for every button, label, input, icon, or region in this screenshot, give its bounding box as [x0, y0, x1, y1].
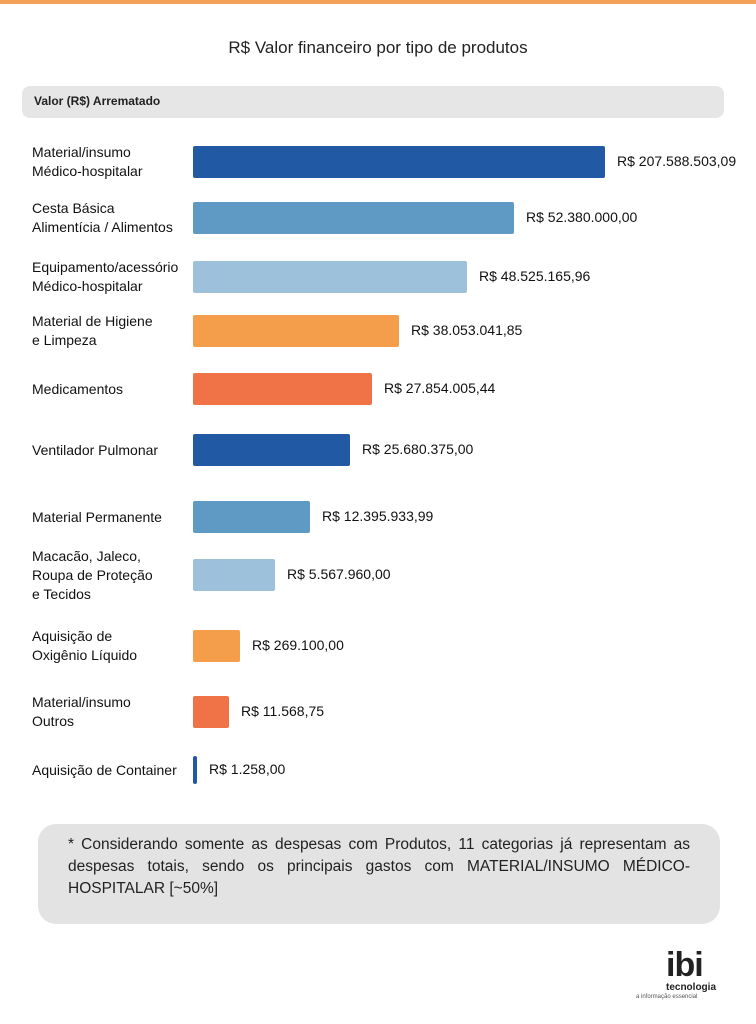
bar [193, 146, 605, 178]
bar [193, 434, 350, 466]
bar-value-label: R$ 11.568,75 [241, 703, 325, 719]
axis-header-label: Valor (R$) Arrematado [34, 94, 161, 108]
chart-title: R$ Valor financeiro por tipo de produtos [228, 38, 528, 57]
bar [193, 373, 372, 405]
category-label: Material/insumo Médico-hospitalar [32, 144, 143, 179]
bar-value-label: R$ 12.395.933,99 [322, 508, 434, 524]
category-label: Cesta Básica Alimentícia / Alimentos [32, 200, 173, 235]
bar-value-label: R$ 1.258,00 [209, 761, 286, 777]
logo-tagline: a informação essencial [636, 994, 698, 1000]
footnote-box: * Considerando somente as despesas com P… [38, 824, 720, 924]
axis-header-bar: Valor (R$) Arrematado [22, 86, 724, 118]
bar-value-label: R$ 25.680.375,00 [362, 441, 474, 457]
category-label: Equipamento/acessório Médico-hospitalar [32, 259, 179, 294]
bar [193, 315, 399, 347]
bar-value-label: R$ 48.525.165,96 [479, 268, 591, 284]
category-label: Macacão, Jaleco, Roupa de Proteção e Tecid… [32, 547, 153, 602]
bar [193, 630, 240, 662]
logo-wordmark: ibi [666, 946, 704, 984]
bar-value-label: R$ 269.100,00 [252, 637, 344, 653]
category-label: Material de Higiene e Limpeza [32, 313, 153, 348]
bar [193, 559, 275, 591]
bar [193, 756, 197, 784]
category-label: Ventilador Pulmonar [32, 441, 159, 458]
company-logo: ibi tecnologia a informação essencial [636, 948, 746, 1008]
bar [193, 202, 514, 234]
category-label: Material Permanente [32, 508, 162, 525]
bar-value-label: R$ 27.854.005,44 [384, 380, 496, 396]
category-label: Material/insumo Outros [32, 694, 131, 729]
logo-subtitle: tecnologia [666, 982, 717, 993]
bar-chart: Material/insumo Médico-hospitalar R$ 207.5… [32, 144, 737, 784]
footnote-text: * Considerando somente as despesas com P… [68, 836, 690, 897]
category-label: Aquisição de Oxigênio Líquido [32, 628, 138, 663]
bar-value-label: R$ 38.053.041,85 [411, 322, 523, 338]
bar-value-label: R$ 52.380.000,00 [526, 209, 638, 225]
category-label: Aquisição de Container [32, 761, 177, 778]
bar [193, 696, 229, 728]
bar [193, 501, 310, 533]
top-accent-bar [0, 0, 756, 4]
bar-value-label: R$ 5.567.960,00 [287, 566, 391, 582]
bar [193, 261, 467, 293]
category-label: Medicamentos [32, 380, 124, 397]
bar-value-label: R$ 207.588.503,09 [617, 153, 737, 169]
